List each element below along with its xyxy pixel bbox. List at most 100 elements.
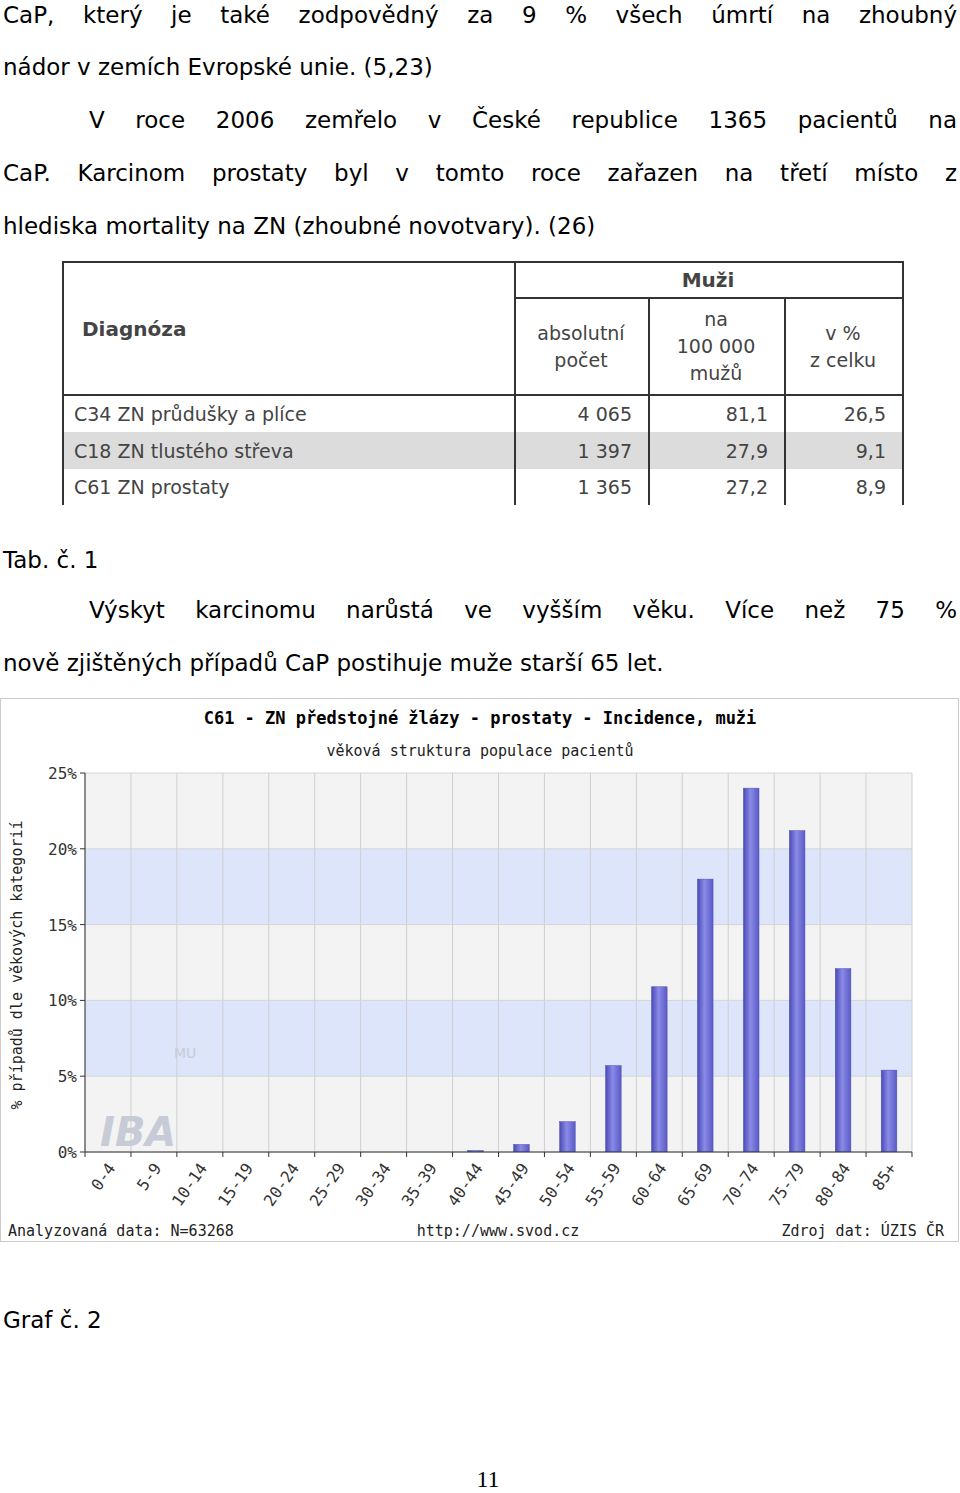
grid-line-x <box>820 773 821 1152</box>
x-tick-label: 65-69 <box>673 1159 716 1209</box>
y-tick <box>80 1076 85 1077</box>
x-tick <box>912 1152 913 1157</box>
grid-line-x <box>866 773 867 1152</box>
bar <box>789 831 805 1152</box>
text-line: CaP, který je také zodpovědný za 9 % vše… <box>3 0 957 30</box>
watermark: IBA <box>100 1109 176 1155</box>
header-cell: Diagnóza <box>82 262 482 395</box>
header-text: 100 000 <box>677 333 756 360</box>
y-tick-label: 25% <box>48 764 77 783</box>
bars <box>468 788 897 1152</box>
caption: Tab. č. 1 <box>3 545 957 575</box>
header-text: mužů <box>690 360 743 387</box>
x-tick-label: 85+ <box>868 1159 900 1194</box>
x-tick-label: 25-29 <box>306 1159 349 1209</box>
y-axis <box>85 773 86 1152</box>
y-tick <box>80 1152 85 1153</box>
y-tick <box>80 773 85 774</box>
table-cell: 9,1 <box>784 432 886 469</box>
grid-line-x <box>360 773 361 1152</box>
grid-line-x <box>728 773 729 1152</box>
table-cell: C18 ZN tlustého střeva <box>74 432 494 469</box>
grid-line <box>85 848 912 849</box>
header-cell: Muži <box>514 262 902 298</box>
footer-text: Analyzovaná data: N=63268 <box>8 1222 234 1240</box>
bar <box>835 969 851 1152</box>
table-cell: 1 397 <box>514 432 632 469</box>
table-rule <box>514 297 902 299</box>
grid-line-x <box>636 773 637 1152</box>
x-tick <box>636 1152 637 1157</box>
bar <box>514 1144 530 1152</box>
text-line: V roce 2006 zemřelo v České republice 13… <box>89 105 957 135</box>
grid-line <box>85 773 912 774</box>
table-cell: 1 365 <box>514 469 632 505</box>
x-tick <box>544 1152 545 1157</box>
x-tick-label: 40-44 <box>444 1159 487 1209</box>
y-tick-label: 0% <box>58 1143 78 1162</box>
bar <box>651 987 667 1152</box>
grid-line-x <box>452 773 453 1152</box>
table-rule <box>62 261 904 263</box>
x-tick <box>85 1152 86 1157</box>
grid-line-x <box>222 773 223 1152</box>
grid-line-x <box>498 773 499 1152</box>
header-text: na <box>704 306 728 333</box>
table-cell: C61 ZN prostaty <box>74 469 494 505</box>
grid-line-x <box>774 773 775 1152</box>
grid-line <box>85 1000 912 1001</box>
y-tick <box>80 924 85 925</box>
footer-text: http://www.svod.cz <box>417 1222 580 1240</box>
y-tick-label: 5% <box>58 1067 78 1086</box>
bar <box>743 788 759 1152</box>
grid-line-x <box>85 773 86 1152</box>
table-rule <box>62 394 904 396</box>
bar <box>697 879 713 1152</box>
x-tick-label: 10-14 <box>168 1159 211 1209</box>
x-tick <box>130 1152 131 1157</box>
text-line: CaP. Karcinom prostaty byl v tomto roce … <box>3 158 957 188</box>
bar <box>560 1122 576 1152</box>
x-tick <box>590 1152 591 1157</box>
x-tick-label: 80-84 <box>811 1159 854 1209</box>
table-cell: 4 065 <box>514 395 632 432</box>
x-tick <box>360 1152 361 1157</box>
header-text: v % <box>825 320 860 347</box>
header-cell: v %z celku <box>784 298 902 395</box>
header-cell: na100 000mužů <box>648 298 784 395</box>
grid-line-x <box>544 773 545 1152</box>
x-tick-label: 60-64 <box>627 1159 670 1209</box>
header-text: absolutní <box>537 320 624 347</box>
table-cell: 26,5 <box>784 395 886 432</box>
x-tick <box>682 1152 683 1157</box>
table-cell: C34 ZN průdušky a plíce <box>74 395 494 432</box>
text-line: nádor v zemích Evropské unie. (5,23) <box>3 52 957 82</box>
table-rule <box>784 298 786 505</box>
watermark: MU <box>174 1045 196 1061</box>
page-number: 11 <box>0 1466 960 1493</box>
header-text: z celku <box>810 347 876 374</box>
x-tick-label: 20-24 <box>260 1159 303 1209</box>
x-tick-label: 5-9 <box>133 1159 165 1194</box>
caption: Graf č. 2 <box>3 1305 957 1335</box>
table-cell: 8,9 <box>784 469 886 505</box>
y-axis-label: % případů dle věkových kategorií <box>8 821 26 1110</box>
x-tick-label: 0-4 <box>87 1159 119 1194</box>
table-rule <box>902 261 904 505</box>
x-tick-label: 55-59 <box>581 1159 624 1209</box>
table-cell: 27,9 <box>648 432 768 469</box>
x-tick <box>498 1152 499 1157</box>
grid-line-x <box>682 773 683 1152</box>
grid-line-x <box>268 773 269 1152</box>
y-tick <box>80 1000 85 1001</box>
table-cell: 27,2 <box>648 469 768 505</box>
grid-line-x <box>406 773 407 1152</box>
chart: IBAMU0%5%10%15%20%25%0-45-910-1415-1920-… <box>0 698 960 1243</box>
x-tick <box>176 1152 177 1157</box>
y-tick-label: 20% <box>48 840 77 859</box>
footer-text: Zdroj dat: ÚZIS ČR <box>781 1221 945 1240</box>
x-tick <box>268 1152 269 1157</box>
text-line: nově zjištěných případů CaP postihuje mu… <box>3 648 957 678</box>
chart-frame <box>1 699 959 1242</box>
x-tick <box>728 1152 729 1157</box>
